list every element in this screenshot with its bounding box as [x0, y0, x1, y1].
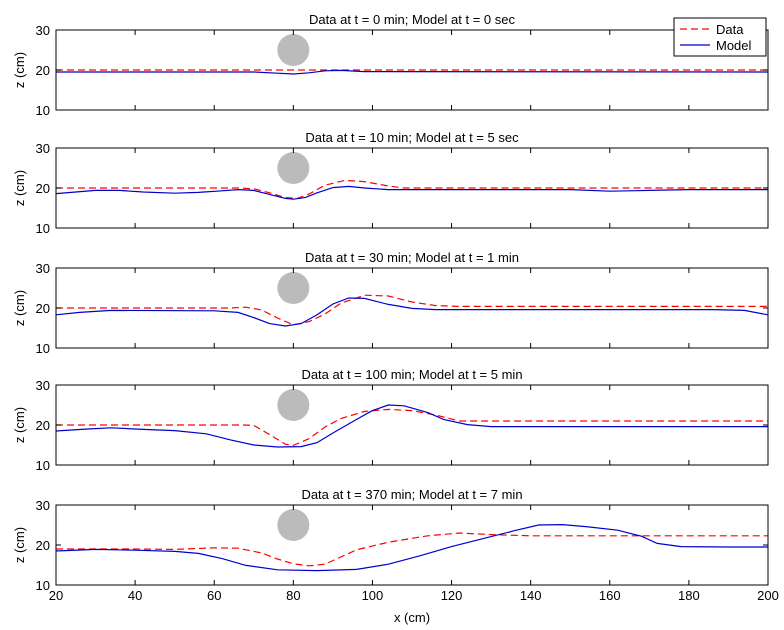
y-tick-label: 30 [36, 498, 50, 513]
series-data-line [56, 408, 768, 447]
y-axis-label: z (cm) [12, 290, 27, 326]
y-tick-label: 30 [36, 378, 50, 393]
series-data-line [56, 179, 768, 200]
series-data-line [56, 532, 768, 567]
x-tick-label: 120 [441, 588, 463, 603]
x-tick-label: 40 [128, 588, 142, 603]
y-tick-label: 10 [36, 578, 50, 593]
legend-box [673, 17, 767, 57]
y-tick-label: 10 [36, 221, 50, 236]
y-tick-label: 30 [36, 261, 50, 276]
cylinder-obstacle [277, 509, 310, 541]
axes-frame [55, 384, 769, 466]
subplot-title: Data at t = 30 min; Model at t = 1 min [305, 250, 519, 265]
x-tick-label: 140 [520, 588, 542, 603]
x-tick-label: 60 [207, 588, 221, 603]
series-model-line [55, 523, 768, 572]
subplot-1: 10 20 30 Data at t = 0 min; Model at t = 0 … [12, 12, 769, 118]
cylinder-obstacle [277, 389, 310, 421]
x-tick-label: 200 [757, 588, 779, 603]
y-axis-label: z (cm) [12, 527, 27, 563]
x-tick-label: 100 [362, 588, 384, 603]
y-axis-label: z (cm) [12, 170, 27, 206]
series-model-line [55, 185, 768, 200]
y-tick-label: 30 [36, 23, 50, 38]
subplot-4: 10 20 30 Data at t = 100 min; Model at t = … [12, 367, 769, 473]
subplot-title: Data at t = 100 min; Model at t = 5 min [301, 367, 522, 382]
cylinder-obstacle [277, 34, 310, 66]
series-model-line [55, 404, 768, 448]
series-model-line [55, 297, 769, 327]
y-tick-label: 30 [36, 141, 50, 156]
y-tick-label: 20 [36, 538, 50, 553]
y-axis-label: z (cm) [12, 52, 27, 88]
cylinder-obstacle [277, 152, 310, 184]
legend-label-model: Model [716, 38, 752, 53]
x-tick-label: 80 [286, 588, 300, 603]
subplot-title: Data at t = 370 min; Model at t = 7 min [301, 487, 522, 502]
y-tick-label: 20 [36, 418, 50, 433]
axes-frame [55, 504, 769, 586]
y-tick-label: 10 [36, 103, 50, 118]
y-tick-label: 10 [36, 458, 50, 473]
y-tick-label: 20 [36, 181, 50, 196]
subplot-3: 10 20 30 Data at t = 30 min; Model at t = 1… [12, 250, 769, 356]
subplot-title: Data at t = 0 min; Model at t = 0 sec [309, 12, 515, 27]
cylinder-obstacle [277, 272, 310, 304]
x-tick-label: 180 [678, 588, 700, 603]
subplot-2: 10 20 30 Data at t = 10 min; Model at t = 5… [12, 130, 769, 236]
series-model-line [56, 69, 769, 75]
y-tick-label: 20 [36, 63, 50, 78]
subplot-title: Data at t = 10 min; Model at t = 5 sec [305, 130, 519, 145]
x-tick-label: 20 [49, 588, 63, 603]
y-axis-label: z (cm) [12, 407, 27, 443]
x-tick-label: 160 [599, 588, 621, 603]
legend-label-data: Data [716, 22, 744, 37]
y-tick-label: 20 [36, 301, 50, 316]
x-axis-label: x (cm) [394, 610, 430, 625]
y-tick-label: 10 [36, 341, 50, 356]
